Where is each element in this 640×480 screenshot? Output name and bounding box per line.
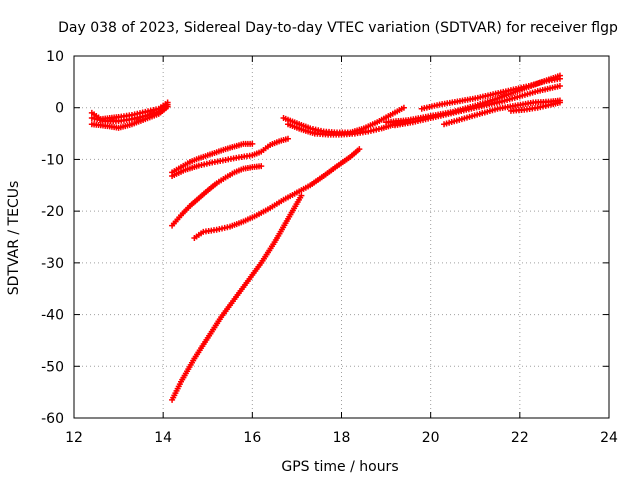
y-tick-label: -40	[41, 308, 64, 324]
data-point	[556, 75, 563, 82]
data-point	[249, 140, 256, 147]
data-point	[298, 192, 305, 199]
chart-title: Day 038 of 2023, Sidereal Day-to-day VTE…	[58, 20, 618, 36]
data-point	[164, 101, 171, 108]
axis-ticks	[73, 55, 610, 419]
data-point	[556, 99, 563, 106]
data-point	[285, 135, 291, 142]
series-13	[418, 75, 563, 112]
series-6	[169, 163, 265, 229]
x-tick-label: 18	[333, 430, 351, 446]
y-tick-label: -60	[41, 411, 64, 427]
series-10	[285, 118, 412, 138]
x-tick-label: 22	[511, 430, 529, 446]
data-point	[258, 163, 265, 170]
y-tick-label: -50	[41, 359, 64, 375]
series-5	[169, 135, 291, 179]
series-15	[507, 99, 563, 114]
series-3	[88, 101, 171, 125]
x-axis-label: GPS time / hours	[281, 459, 398, 475]
x-tick-label: 20	[422, 430, 440, 446]
y-tick-label: -20	[41, 204, 64, 220]
series-7	[191, 146, 363, 242]
data-point	[400, 104, 407, 111]
series-8	[169, 192, 305, 403]
data-point	[356, 146, 363, 153]
series-layer	[88, 72, 563, 403]
series-4	[169, 140, 256, 176]
x-tick-label: 24	[600, 430, 618, 446]
data-point	[556, 82, 563, 89]
y-tick-label: 0	[55, 101, 64, 117]
x-tick-label: 12	[65, 430, 83, 446]
series-12	[392, 82, 563, 129]
y-tick-label: -10	[41, 152, 64, 168]
y-axis-label: SDTVAR / TECUs	[6, 181, 22, 296]
y-tick-label: 10	[46, 49, 64, 65]
y-tick-label: -30	[41, 256, 64, 272]
x-tick-label: 14	[154, 430, 172, 446]
x-tick-label: 16	[243, 430, 261, 446]
tick-labels: 12 14 16 18 20 22 24 -60 -50 -40 -30 -20 -10 0 10	[41, 49, 618, 446]
